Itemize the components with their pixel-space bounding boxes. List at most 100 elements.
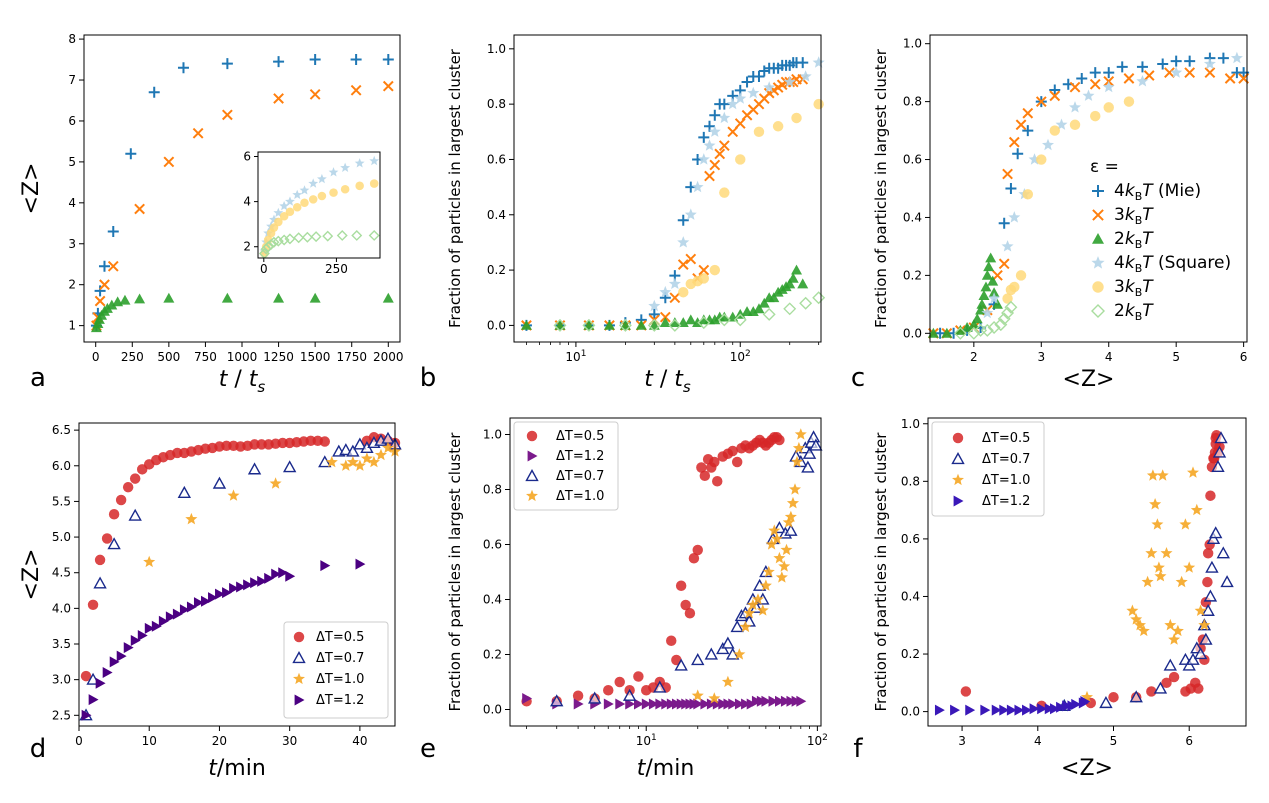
marker-shape: [1193, 683, 1204, 694]
marker-shape: [1005, 183, 1017, 194]
data-point: [784, 523, 798, 536]
legend-marker: [951, 452, 965, 465]
x-tick-label: 0: [75, 734, 83, 748]
panel-a-inset-inset: 0 250 2 4 6: [243, 150, 381, 276]
marker-shape: [1069, 119, 1081, 131]
series-0: [520, 57, 809, 331]
marker-shape: [1001, 306, 1015, 320]
data-point: [309, 292, 321, 303]
series-3: [648, 56, 825, 312]
data-point: [250, 577, 261, 589]
data-point: [747, 306, 759, 316]
x-tick-label: 20: [212, 734, 227, 748]
marker-shape: [770, 532, 783, 545]
series-0: [521, 432, 785, 707]
marker-shape: [718, 698, 729, 710]
y-tick-label: 6: [68, 114, 76, 128]
data-point: [782, 516, 795, 528]
data-point: [522, 693, 533, 704]
data-point: [734, 698, 745, 710]
data-point: [122, 481, 134, 493]
x-tick-label: 40: [352, 734, 367, 748]
marker-shape: [1092, 233, 1104, 244]
marker-shape: [1116, 61, 1128, 73]
data-point: [1108, 691, 1119, 703]
data-point: [257, 575, 268, 587]
data-point: [741, 76, 753, 88]
data-point: [728, 698, 739, 710]
y-tick-label: 4: [243, 195, 251, 209]
data-point: [125, 148, 137, 160]
marker-shape: [1123, 96, 1135, 107]
data-point: [980, 281, 992, 292]
marker-shape: [143, 555, 156, 568]
marker-shape: [718, 140, 730, 152]
marker-shape: [950, 704, 960, 716]
legend-label: ΔT=1.2: [982, 494, 1030, 509]
marker-shape: [809, 438, 823, 451]
marker-shape: [1145, 547, 1158, 559]
marker-shape: [284, 233, 296, 245]
marker-shape: [382, 54, 394, 66]
marker-shape: [1015, 119, 1027, 131]
data-point: [1014, 704, 1025, 716]
data-point: [1029, 703, 1040, 715]
marker-shape: [927, 327, 939, 338]
data-point: [674, 658, 688, 671]
data-point: [355, 181, 364, 191]
data-point: [1154, 570, 1167, 582]
data-point: [780, 695, 791, 707]
x-tick-label: 250: [121, 350, 144, 364]
data-point: [1089, 78, 1101, 90]
data-point: [1146, 686, 1157, 697]
marker-shape: [791, 264, 803, 275]
marker-shape: [271, 568, 282, 580]
marker-shape: [1141, 575, 1154, 588]
marker-shape: [603, 698, 614, 710]
data-point: [1050, 703, 1060, 715]
data-point: [603, 698, 614, 710]
marker-shape: [603, 319, 615, 330]
marker-shape: [733, 313, 747, 327]
marker-shape: [1160, 547, 1173, 559]
marker-shape: [1201, 603, 1215, 616]
marker-shape: [369, 179, 379, 188]
data-point: [709, 159, 721, 171]
y-tick-label: 0.4: [483, 593, 502, 607]
marker-shape: [1175, 575, 1188, 588]
data-point: [1069, 119, 1081, 131]
marker-shape: [1091, 304, 1105, 318]
data-point: [603, 319, 615, 330]
marker-shape: [1182, 658, 1196, 671]
marker-shape: [273, 207, 284, 218]
marker-shape: [1022, 189, 1034, 200]
data-point: [1015, 270, 1027, 281]
marker-shape: [282, 460, 297, 473]
data-point: [763, 81, 776, 93]
marker-shape: [718, 311, 730, 322]
marker-shape: [774, 434, 785, 446]
marker-shape: [1042, 138, 1054, 151]
data-point: [1037, 703, 1048, 715]
panel-b: 101 102 0.0 0.2 0.4 0.6 0.8 1.0 t / ts Fraction o…: [446, 34, 826, 396]
marker-shape: [1187, 466, 1199, 478]
marker-shape: [734, 92, 747, 104]
data-point: [382, 80, 394, 92]
data-point: [743, 606, 756, 619]
marker-shape: [158, 615, 169, 627]
marker-shape: [991, 704, 1002, 716]
data-point: [762, 565, 775, 578]
data-point: [991, 704, 1002, 716]
data-point: [346, 444, 360, 457]
marker-shape: [991, 298, 1003, 309]
marker-shape: [783, 302, 797, 316]
marker-shape: [1170, 55, 1182, 67]
marker-shape: [641, 698, 652, 710]
data-point: [340, 162, 351, 172]
x-tick-label: 1000: [227, 350, 258, 364]
series-2: [927, 252, 1003, 338]
y-tick-label: 0.0: [901, 705, 920, 719]
panel-label-c: c: [851, 363, 865, 393]
data-point: [282, 460, 297, 473]
